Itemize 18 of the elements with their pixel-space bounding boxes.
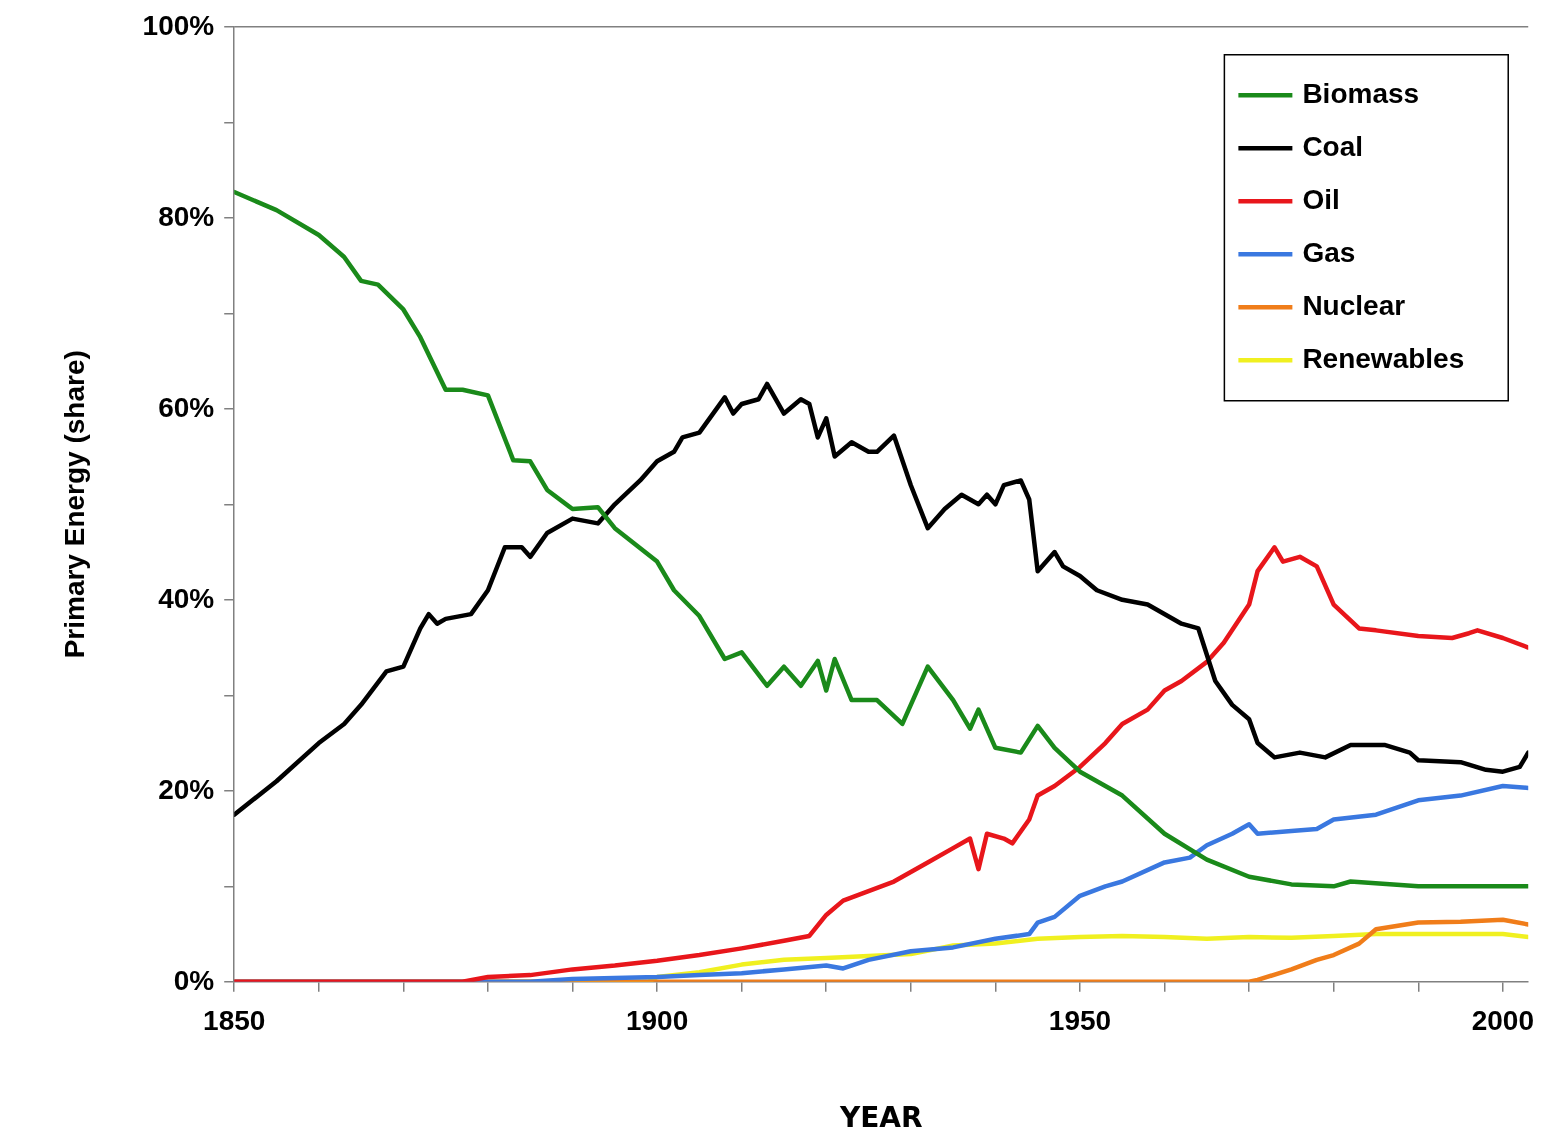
y-axis-title: Primary Energy (share) xyxy=(58,350,90,659)
legend-label: Biomass xyxy=(1302,78,1420,110)
legend-label: Coal xyxy=(1302,131,1364,163)
y-tick-label: 0% xyxy=(173,964,215,996)
y-tick-label: 20% xyxy=(158,773,215,805)
x-tick-label: 1950 xyxy=(1048,1005,1112,1037)
x-tick-label: 2000 xyxy=(1471,1005,1534,1037)
y-tick-label: 60% xyxy=(158,391,215,423)
y-tick-label: 100% xyxy=(142,9,215,41)
y-tick-label: 40% xyxy=(158,582,215,614)
legend-label: Nuclear xyxy=(1302,290,1406,322)
x-axis-title: YEAR xyxy=(838,1101,923,1135)
legend-label: Gas xyxy=(1302,237,1356,269)
x-tick-label: 1850 xyxy=(203,1005,266,1037)
legend-label: Renewables xyxy=(1302,343,1465,375)
legend-label: Oil xyxy=(1302,184,1340,216)
y-tick-label: 80% xyxy=(158,200,215,232)
x-tick-label: 1900 xyxy=(625,1005,689,1037)
